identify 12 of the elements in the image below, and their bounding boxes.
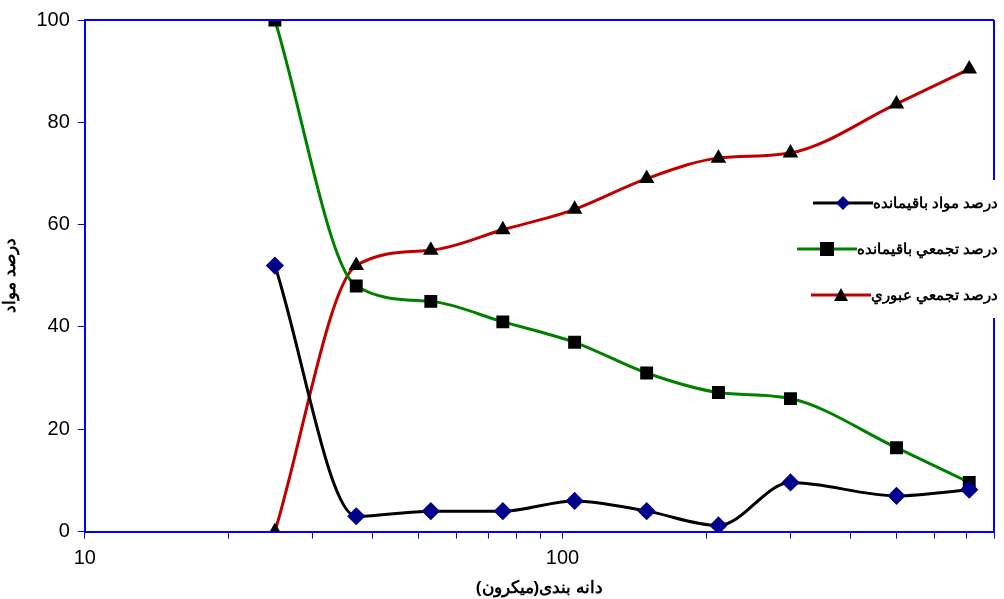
y-tick-label: 40 (47, 314, 70, 337)
y-tick-label: 60 (47, 212, 70, 235)
y-tick-label: 100 (36, 7, 70, 30)
y-tick-label: 0 (58, 519, 70, 542)
legend-label: درصد مواد باقيمانده (872, 194, 998, 212)
x-axis-title: دانه بندی(میکرون) (475, 578, 603, 599)
x-tick-label: 10 (73, 546, 96, 569)
y-tick-label: 20 (47, 416, 70, 439)
y-tick-label: 80 (47, 109, 70, 132)
legend-label: درصد تجمعي عبوري (870, 286, 998, 304)
y-axis-title: درصد مواد (0, 238, 20, 314)
legend-label: درصد تجمعي باقيمانده (856, 240, 998, 258)
